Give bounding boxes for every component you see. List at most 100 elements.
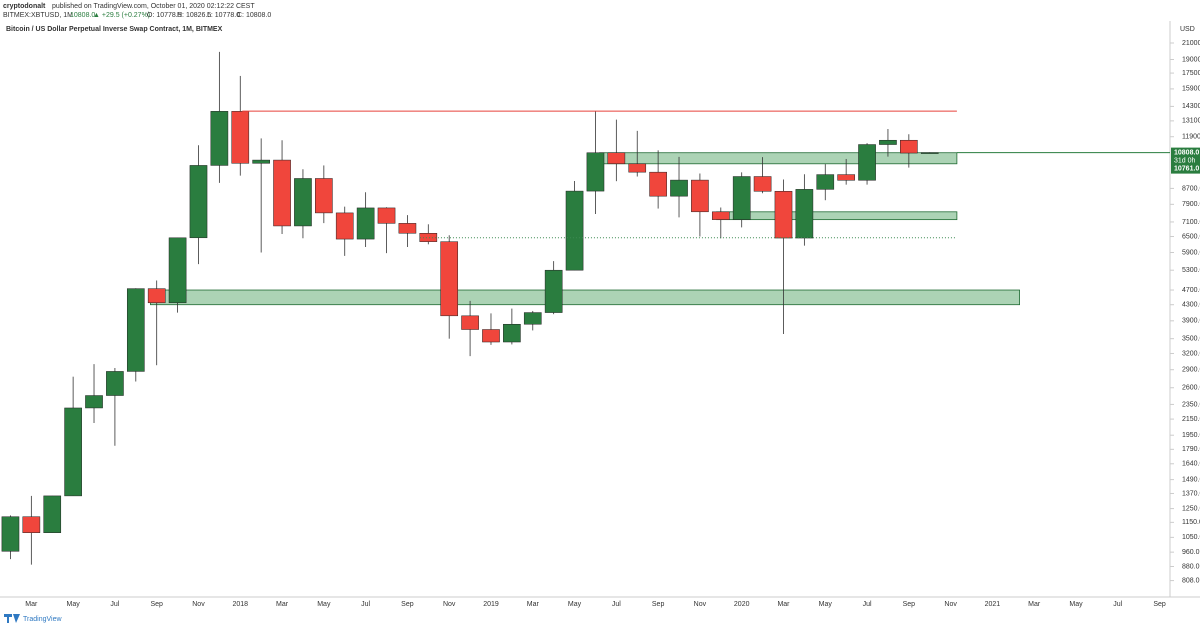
candle-body xyxy=(85,395,103,409)
y-tick-label: 1490.0 xyxy=(1182,476,1200,483)
candle-body xyxy=(774,191,793,239)
y-tick-label: 960.0 xyxy=(1182,549,1200,556)
x-tick-label: Mar xyxy=(25,601,38,608)
published: published on TradingView.com, October 01… xyxy=(52,3,255,10)
x-tick-label: Jul xyxy=(361,601,370,608)
candle-body xyxy=(900,139,918,154)
x-tick-label: Mar xyxy=(276,601,289,608)
y-tick-label: 11900.0 xyxy=(1182,134,1200,141)
header-low: L: 10778.0 xyxy=(207,12,240,19)
x-tick-label: Mar xyxy=(777,601,790,608)
candle-body xyxy=(920,152,939,154)
x-tick-label: Jul xyxy=(110,601,119,608)
candle-body xyxy=(879,139,897,145)
candle-body xyxy=(691,179,709,213)
candle-body xyxy=(607,152,626,165)
logo xyxy=(4,614,20,623)
candle-body xyxy=(252,159,270,164)
candle-body xyxy=(711,211,730,220)
x-tick-label: May xyxy=(1069,601,1083,608)
candle-body xyxy=(22,516,41,533)
y-tick-label: 3500.0 xyxy=(1182,336,1200,343)
x-tick-label: Sep xyxy=(150,601,163,608)
y-tick-label: 2350.0 xyxy=(1182,401,1200,408)
symbol: BITMEX:XBTUSD, 1M xyxy=(3,12,73,19)
x-tick-label: Mar xyxy=(527,601,540,608)
zone xyxy=(150,289,1020,306)
candle-body xyxy=(482,329,500,343)
candle-body xyxy=(461,315,479,330)
x-tick-label: Nov xyxy=(192,601,205,608)
y-tick-label: 14300.0 xyxy=(1182,103,1200,110)
x-tick-label: May xyxy=(317,601,331,608)
last-price-label: 10808.0 xyxy=(1174,149,1199,156)
x-tick-label: Sep xyxy=(903,601,916,608)
candle-body xyxy=(440,241,459,317)
y-tick-label: 1640.0 xyxy=(1182,461,1200,468)
header-high: H: 10826.5 xyxy=(177,12,211,19)
x-tick-label: Mar xyxy=(1028,601,1041,608)
y-tick-label: 7100.0 xyxy=(1182,219,1200,226)
second-price-label: 10761.0 xyxy=(1174,165,1199,172)
countdown: 31d 0h xyxy=(1174,157,1196,164)
y-tick-label: 8700.0 xyxy=(1182,185,1200,192)
candle-body xyxy=(64,407,82,497)
y-tick-label: 15900.0 xyxy=(1182,86,1200,93)
candle-body xyxy=(628,163,647,173)
candle-body xyxy=(335,212,354,240)
x-tick-label: 2018 xyxy=(232,601,248,608)
x-tick-label: 2019 xyxy=(483,601,499,608)
candle-body xyxy=(189,165,208,239)
x-tick-label: Sep xyxy=(652,601,665,608)
y-tick-label: 1050.0 xyxy=(1182,534,1200,541)
candle-body xyxy=(356,207,375,240)
y-tick-label: 3900.0 xyxy=(1182,318,1200,325)
y-tick-label: 6500.0 xyxy=(1182,233,1200,240)
candle-body xyxy=(816,174,835,190)
y-tick-label: 13100.0 xyxy=(1182,118,1200,125)
candle-body xyxy=(231,111,250,164)
candle-body xyxy=(732,176,751,220)
x-tick-label: May xyxy=(67,601,81,608)
candle-body xyxy=(106,371,124,396)
y-tick-label: 3200.0 xyxy=(1182,350,1200,357)
brand: TradingView xyxy=(23,616,62,623)
author: cryptodonalt xyxy=(3,3,46,10)
currency: USD xyxy=(1180,26,1195,33)
y-tick-label: 1150.0 xyxy=(1182,519,1200,526)
y-tick-label: 1370.0 xyxy=(1182,490,1200,497)
x-tick-label: Nov xyxy=(944,601,957,608)
candle-body xyxy=(753,176,772,192)
candle-body xyxy=(294,178,312,227)
candle-body xyxy=(565,190,584,271)
candle-body xyxy=(795,189,814,239)
y-tick-label: 880.0 xyxy=(1182,563,1200,570)
x-tick-label: 2021 xyxy=(985,601,1001,608)
y-tick-label: 1250.0 xyxy=(1182,505,1200,512)
x-tick-label: Jul xyxy=(1113,601,1122,608)
x-tick-label: 2020 xyxy=(734,601,750,608)
x-tick-label: May xyxy=(819,601,833,608)
last-price-tag xyxy=(1171,147,1200,174)
candle-body xyxy=(1,516,20,552)
x-tick-label: May xyxy=(568,601,582,608)
candle-body xyxy=(649,171,667,197)
zone xyxy=(716,211,958,221)
header-open: O: 10778.5 xyxy=(147,12,182,19)
x-tick-label: Sep xyxy=(401,601,414,608)
y-tick-label: 2900.0 xyxy=(1182,367,1200,374)
candle-body xyxy=(210,111,229,166)
candle-body xyxy=(858,144,876,181)
y-tick-label: 2150.0 xyxy=(1182,416,1200,423)
header-close: C: 10808.0 xyxy=(237,12,271,19)
candle-body xyxy=(523,312,542,325)
candle-body xyxy=(43,495,62,533)
y-tick-label: 1790.0 xyxy=(1182,446,1200,453)
candle-body xyxy=(503,323,521,343)
y-tick-label: 4300.0 xyxy=(1182,302,1200,309)
y-tick-label: 2600.0 xyxy=(1182,385,1200,392)
candle-body xyxy=(377,207,396,224)
chart-title: Bitcoin / US Dollar Perpetual Inverse Sw… xyxy=(6,26,223,33)
